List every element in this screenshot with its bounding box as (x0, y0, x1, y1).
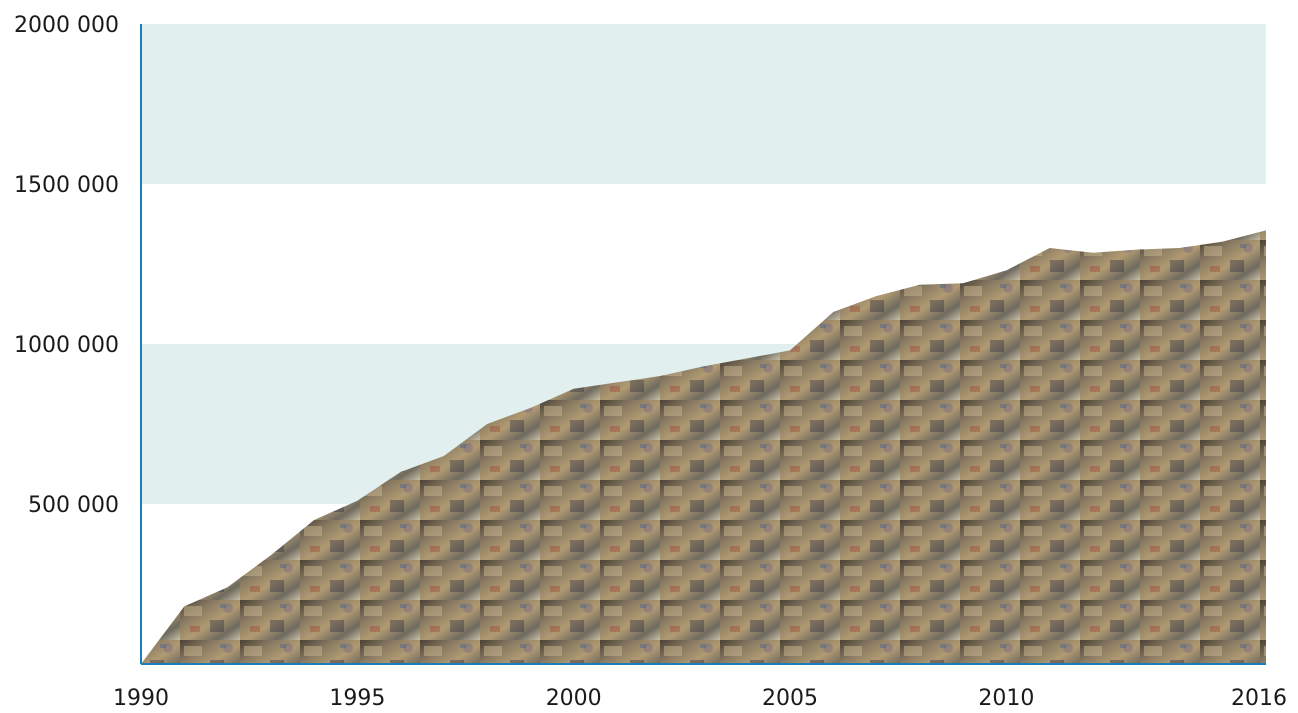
x-tick-label: 2016 (1231, 686, 1287, 711)
x-tick-label: 1990 (113, 686, 169, 711)
y-tick-labels: 500 000 1000 000 1500 000 2000 000 (14, 13, 119, 518)
x-tick-label: 2010 (978, 686, 1034, 711)
area-series (141, 230, 1266, 664)
x-tick-label: 1995 (329, 686, 385, 711)
y-tick-label: 2000 000 (14, 13, 119, 38)
x-tick-label: 2000 (546, 686, 602, 711)
y-tick-label: 1500 000 (14, 173, 119, 198)
x-tick-label: 2005 (762, 686, 818, 711)
x-tick-labels: 1990 1995 2000 2005 2010 2016 (113, 686, 1287, 711)
y-tick-label: 500 000 (28, 493, 119, 518)
y-tick-label: 1000 000 (14, 333, 119, 358)
background-band (141, 24, 1266, 184)
